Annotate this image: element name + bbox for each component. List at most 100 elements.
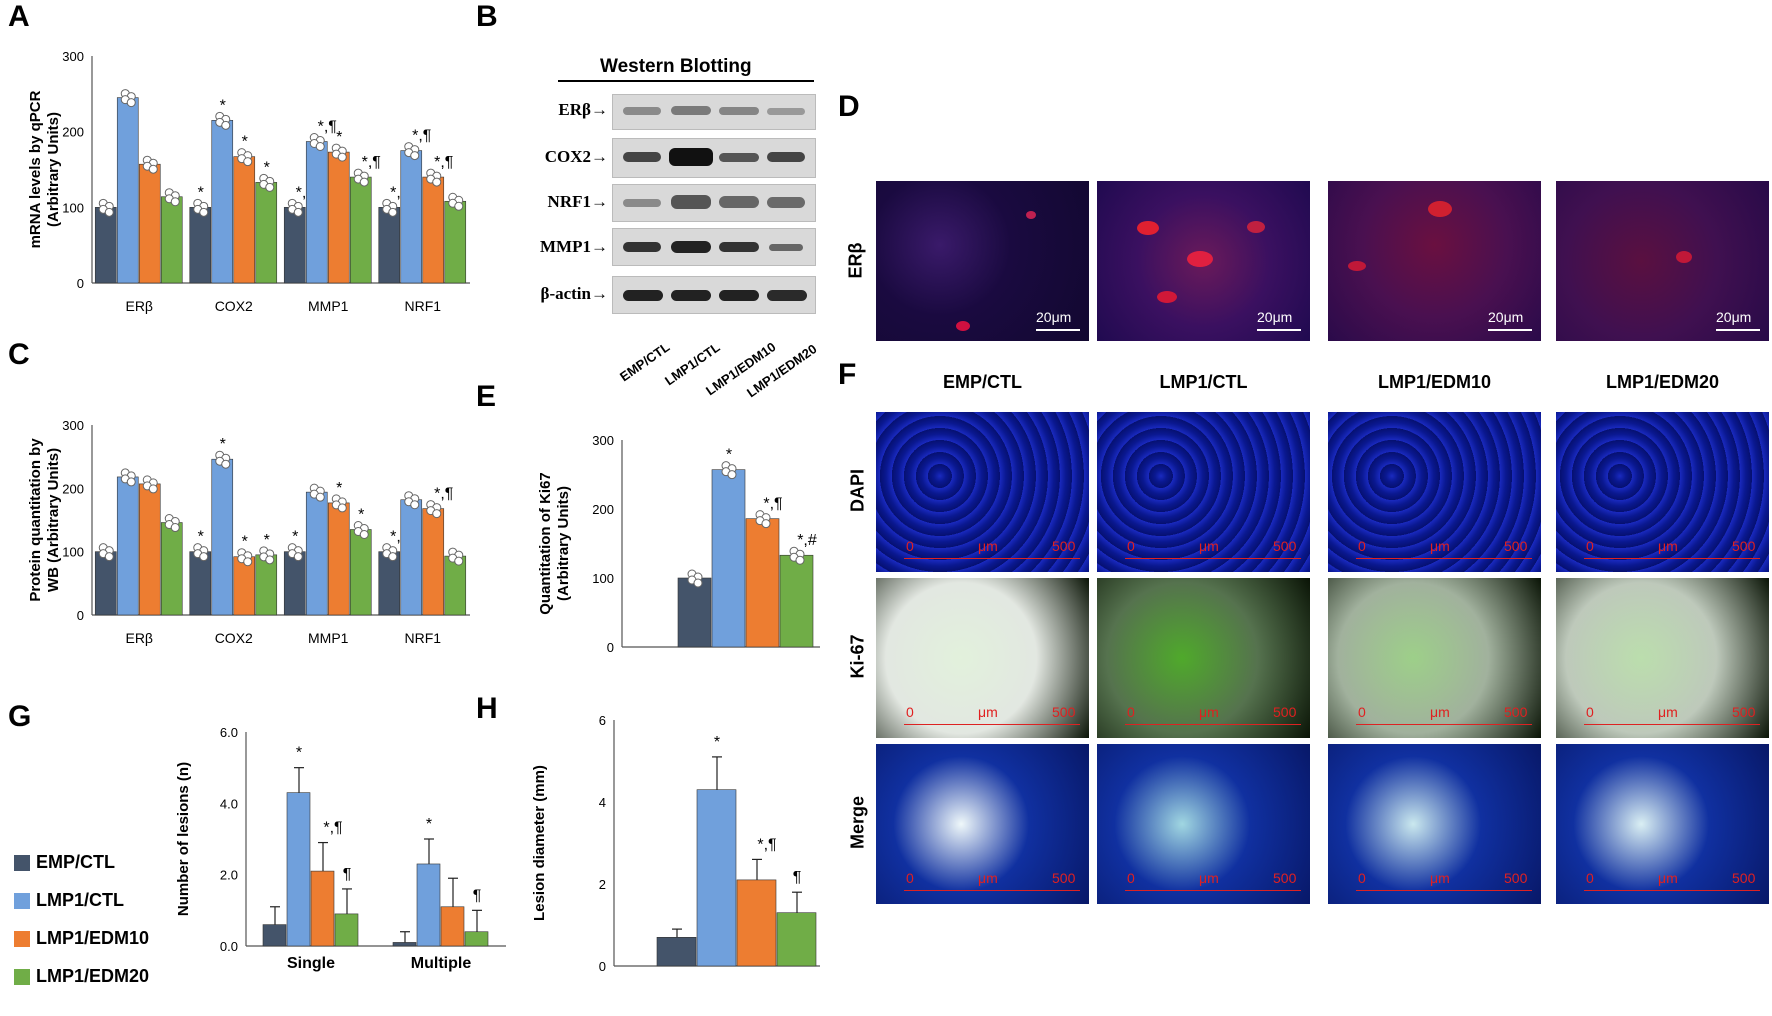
bar bbox=[696, 789, 737, 967]
wb-strip-mmp1 bbox=[612, 228, 816, 266]
y-tick-label: 100 bbox=[62, 545, 84, 560]
scale-bar bbox=[1036, 329, 1080, 331]
legend-swatch bbox=[14, 892, 30, 909]
bar bbox=[711, 469, 746, 648]
data-point bbox=[199, 552, 209, 562]
wb-band bbox=[669, 148, 713, 166]
bar bbox=[327, 151, 350, 284]
significance-label: * bbox=[358, 507, 364, 524]
if-image-dapi: 0 μm 500 bbox=[1328, 412, 1541, 572]
panel-f-col-header: LMP1/EDM20 bbox=[1605, 372, 1720, 392]
significance-label: * bbox=[220, 97, 226, 114]
y-tick-label: 2 bbox=[599, 877, 606, 892]
scale-bar-label: 20μm bbox=[1716, 309, 1752, 325]
y-tick-label: 200 bbox=[62, 125, 84, 140]
x-category-label: Multiple bbox=[411, 955, 472, 972]
wb-row-label: COX2→ bbox=[544, 147, 608, 166]
bar bbox=[464, 931, 489, 947]
if-spot bbox=[1348, 261, 1366, 271]
if-image-erb-lmp1-ctl: 20μm bbox=[1097, 181, 1310, 341]
panel-f-col-header: LMP1/CTL bbox=[1159, 372, 1248, 392]
bar bbox=[233, 556, 256, 616]
significance-label: * bbox=[714, 734, 720, 751]
legend-swatch bbox=[14, 968, 30, 985]
wb-band bbox=[767, 290, 807, 301]
y-tick-label: 300 bbox=[62, 418, 84, 433]
if-image-ki67: 0 μm 500 bbox=[1328, 578, 1541, 738]
significance-label: ¶ bbox=[793, 869, 802, 886]
if-spot bbox=[1676, 251, 1692, 263]
bar bbox=[94, 551, 117, 616]
wb-band bbox=[767, 197, 805, 208]
chart-a-mrna: 0 100 200 300 mRNA levels by qPCR(Arbitrary … bbox=[27, 49, 470, 314]
data-point bbox=[199, 207, 209, 217]
bar bbox=[656, 937, 697, 967]
if-image-erb-lmp1-edm10: 20μm bbox=[1328, 181, 1541, 341]
legend-label: EMP/CTL bbox=[36, 852, 115, 872]
wb-strip-erb bbox=[612, 94, 816, 130]
panel-label-g: G bbox=[8, 700, 32, 733]
data-point bbox=[727, 470, 737, 480]
x-category-label: MMP1 bbox=[308, 630, 349, 646]
scale-bar-label: μm bbox=[1658, 538, 1678, 554]
scale-bar-label: μm bbox=[1658, 870, 1678, 886]
western-blot-underline bbox=[558, 80, 814, 82]
if-spot bbox=[1247, 221, 1265, 233]
if-image-ki67: 0 μm 500 bbox=[1556, 578, 1769, 738]
data-point bbox=[243, 557, 253, 567]
panel-f-row-label: Merge bbox=[847, 796, 868, 850]
bar bbox=[677, 577, 712, 648]
data-point bbox=[410, 500, 420, 510]
bar bbox=[255, 182, 278, 284]
data-point bbox=[388, 552, 398, 562]
panel-label-d: D bbox=[838, 90, 860, 123]
bar bbox=[400, 499, 423, 616]
bar bbox=[116, 97, 139, 284]
wb-band bbox=[719, 153, 759, 162]
data-point bbox=[265, 182, 275, 192]
data-point bbox=[410, 151, 420, 161]
bar bbox=[745, 518, 780, 648]
chart-h-diameter: 0 2 4 6 Lesion diameter (mm) * *,¶ ¶ bbox=[531, 713, 820, 974]
wb-band bbox=[671, 241, 711, 253]
if-image-erb-emp-ctl: 20μm bbox=[876, 181, 1089, 341]
scale-bar-label: 0 bbox=[1127, 870, 1135, 886]
bar bbox=[440, 906, 465, 947]
scale-bar-label: 500 bbox=[1732, 870, 1756, 886]
scale-bar-label: 0 bbox=[1586, 870, 1594, 886]
scale-bar-label: 0 bbox=[1127, 704, 1135, 720]
significance-label: *,# bbox=[797, 532, 817, 549]
data-point bbox=[432, 177, 442, 187]
bar bbox=[444, 200, 467, 284]
data-point bbox=[359, 530, 369, 539]
scale-bar-label: 500 bbox=[1052, 538, 1076, 554]
significance-label: *,¶ bbox=[763, 496, 782, 513]
scale-bar bbox=[1584, 558, 1760, 559]
data-point bbox=[243, 157, 253, 167]
y-tick-label: 300 bbox=[592, 433, 614, 448]
legend-label: LMP1/EDM10 bbox=[36, 928, 150, 948]
scale-bar-label: 500 bbox=[1273, 704, 1297, 720]
bar bbox=[138, 163, 161, 284]
bar bbox=[305, 141, 328, 284]
bar bbox=[211, 120, 234, 284]
bar bbox=[327, 502, 350, 616]
scale-bar bbox=[1356, 724, 1532, 725]
significance-label: *,¶ bbox=[757, 836, 776, 853]
data-point bbox=[126, 477, 136, 487]
if-image-erb-lmp1-edm20: 20μm bbox=[1556, 181, 1769, 341]
significance-label: * bbox=[264, 159, 270, 176]
y-tick-label: 0 bbox=[77, 276, 84, 291]
y-tick-label: 2.0 bbox=[220, 868, 238, 883]
scale-bar bbox=[904, 724, 1080, 725]
wb-row-label: NRF1→ bbox=[547, 192, 608, 211]
scale-bar-label: μm bbox=[1199, 538, 1219, 554]
scale-bar-label: μm bbox=[1199, 704, 1219, 720]
scale-bar-label: 500 bbox=[1052, 704, 1076, 720]
bar bbox=[160, 196, 183, 284]
legend-item: EMP/CTL bbox=[14, 852, 115, 873]
legend-swatch bbox=[14, 854, 30, 871]
bar bbox=[94, 207, 117, 284]
scale-bar-label: 0 bbox=[906, 870, 914, 886]
significance-label: * bbox=[426, 816, 432, 833]
